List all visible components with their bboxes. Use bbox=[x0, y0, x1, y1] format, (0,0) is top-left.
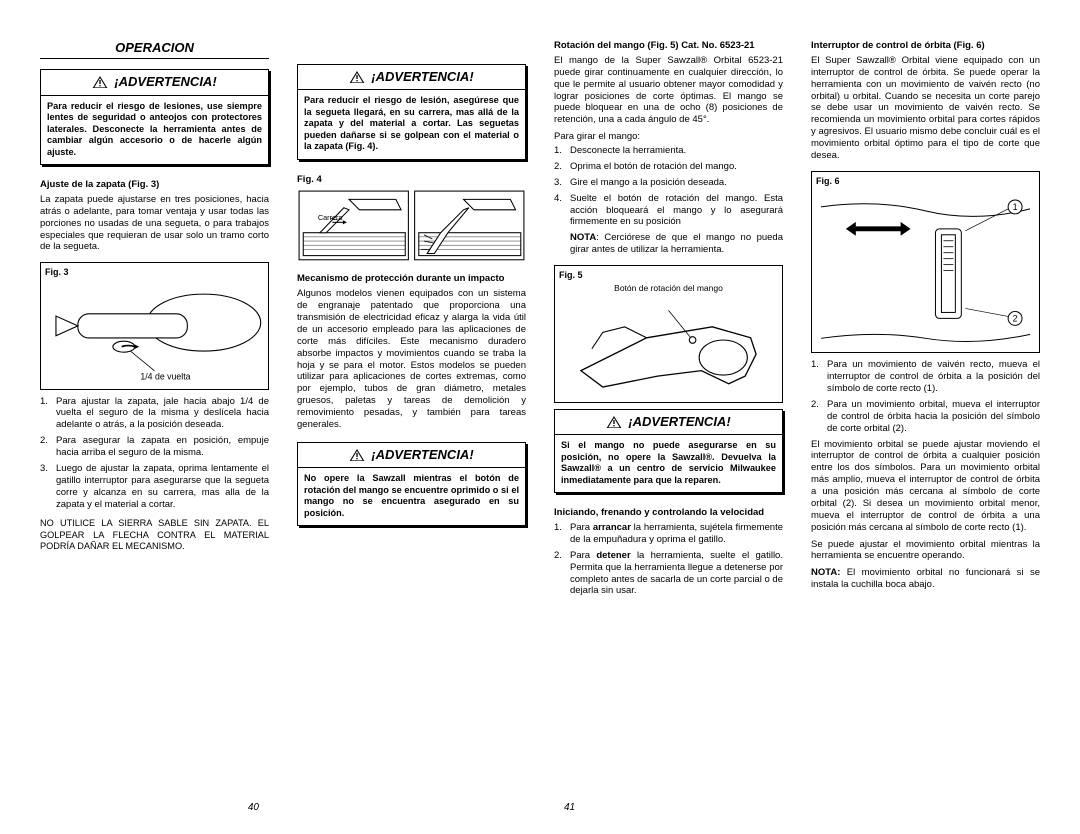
warning-icon bbox=[92, 75, 108, 89]
svg-text:2: 2 bbox=[1013, 313, 1018, 323]
warning-body: Para reducir el riesgo de lesión, asegúr… bbox=[298, 90, 525, 159]
warning-box-3: ¡ADVERTENCIA! No opere la Sawzall mientr… bbox=[297, 442, 526, 526]
page-number-right: 41 bbox=[554, 794, 783, 815]
warning-label: ¡ADVERTENCIA! bbox=[628, 414, 730, 430]
list-item: Suelte el botón de rotación del mango. E… bbox=[554, 193, 783, 229]
warning-head: ¡ADVERTENCIA! bbox=[41, 70, 268, 95]
text-orbita-2: El movimiento orbital se puede ajustar m… bbox=[811, 439, 1040, 534]
page-number-left: 40 bbox=[40, 794, 269, 815]
list-velocidad: Para arrancar la herramienta, sujétela f… bbox=[554, 522, 783, 601]
figure-3-art: 1/4 de vuelta bbox=[45, 281, 264, 385]
warning-body: Si el mango no puede asegurarse en su po… bbox=[555, 435, 782, 492]
warning-icon bbox=[349, 70, 365, 84]
heading-mecanismo: Mecanismo de protección durante un impac… bbox=[297, 273, 526, 285]
figure-5: Fig. 5 Botón de rotación del mango bbox=[554, 265, 783, 403]
text-interruptor: El Super Sawzall® Orbital viene equipado… bbox=[811, 55, 1040, 162]
list-orbita: Para un movimiento de vaivén recto, muev… bbox=[811, 359, 1040, 438]
figure-3-label: Fig. 3 bbox=[45, 267, 264, 278]
warning-head: ¡ADVERTENCIA! bbox=[298, 443, 525, 468]
figure-3: Fig. 3 1/4 de vuelta bbox=[40, 262, 269, 389]
column-4: Interruptor de control de órbita (Fig. 6… bbox=[811, 40, 1040, 814]
warning-box-4: ¡ADVERTENCIA! Si el mango no puede asegu… bbox=[554, 409, 783, 493]
nota-orbita: NOTA: El movimiento orbital no funcionar… bbox=[811, 567, 1040, 591]
list-item: Gire el mango a la posición deseada. bbox=[554, 177, 783, 189]
figure-5-caption: Botón de rotación del mango bbox=[559, 283, 778, 294]
figure-6: Fig. 6 1 2 bbox=[811, 171, 1040, 354]
figure-6-art: 1 2 bbox=[816, 189, 1035, 348]
list-item: Para un movimiento orbital, mueva el int… bbox=[811, 399, 1040, 435]
svg-text:Carrera: Carrera bbox=[318, 213, 344, 222]
svg-text:1/4 de vuelta: 1/4 de vuelta bbox=[140, 371, 190, 381]
list-item: Para un movimiento de vaivén recto, muev… bbox=[811, 359, 1040, 395]
warning-icon bbox=[606, 415, 622, 429]
warning-body: No opere la Sawzall mientras el botón de… bbox=[298, 468, 525, 525]
heading-velocidad: Iniciando, frenando y controlando la vel… bbox=[554, 507, 783, 519]
svg-text:1: 1 bbox=[1013, 202, 1018, 212]
figure-5-art bbox=[559, 294, 778, 398]
list-item: Oprima el botón de rotación del mango. bbox=[554, 161, 783, 173]
warning-head: ¡ADVERTENCIA! bbox=[298, 65, 525, 90]
section-title: OPERACION bbox=[40, 40, 269, 59]
text-girar: Para girar el mango: bbox=[554, 131, 783, 143]
column-1: OPERACION ¡ADVERTENCIA! Para reducir el … bbox=[40, 40, 269, 814]
list-item: Para detener la herramienta, suelte el g… bbox=[554, 550, 783, 598]
figure-4-label: Fig. 4 bbox=[297, 174, 526, 186]
figure-4-art: Carrera bbox=[297, 189, 526, 262]
text-rotacion: El mango de la Super Sawzall® Orbital 65… bbox=[554, 55, 783, 126]
text-mecanismo: Algunos modelos vienen equipados con un … bbox=[297, 288, 526, 431]
text-zapata: La zapata puede ajustarse en tres posici… bbox=[40, 194, 269, 253]
caps-note: NO UTILICE LA SIERRA SABLE SIN ZAPATA. E… bbox=[40, 518, 269, 553]
figure-5-label: Fig. 5 bbox=[559, 270, 778, 281]
list-item: Desconecte la herramienta. bbox=[554, 145, 783, 157]
warning-box-2: ¡ADVERTENCIA! Para reducir el riesgo de … bbox=[297, 64, 526, 160]
list-item: Para ajustar la zapata, jale hacia abajo… bbox=[40, 396, 269, 432]
column-2: ¡ADVERTENCIA! Para reducir el riesgo de … bbox=[297, 40, 526, 814]
list-zapata: Para ajustar la zapata, jale hacia abajo… bbox=[40, 396, 269, 515]
warning-body: Para reducir el riesgo de lesiones, use … bbox=[41, 96, 268, 165]
warning-box-1: ¡ADVERTENCIA! Para reducir el riesgo de … bbox=[40, 69, 269, 165]
warning-label: ¡ADVERTENCIA! bbox=[371, 69, 473, 85]
list-item: Para asegurar la zapata en posición, emp… bbox=[40, 435, 269, 459]
heading-zapata: Ajuste de la zapata (Fig. 3) bbox=[40, 179, 269, 191]
warning-label: ¡ADVERTENCIA! bbox=[114, 74, 216, 90]
list-girar: Desconecte la herramienta. Oprima el bot… bbox=[554, 145, 783, 232]
nota-mango: NOTA: Cerciórese de que el mango no pued… bbox=[554, 232, 783, 256]
list-item: Luego de ajustar la zapata, oprima lenta… bbox=[40, 463, 269, 511]
warning-icon bbox=[349, 448, 365, 462]
heading-interruptor: Interruptor de control de órbita (Fig. 6… bbox=[811, 40, 1040, 52]
text-orbita-3: Se puede ajustar el movimiento orbital m… bbox=[811, 539, 1040, 563]
heading-rotacion: Rotación del mango (Fig. 5) Cat. No. 652… bbox=[554, 40, 783, 52]
warning-head: ¡ADVERTENCIA! bbox=[555, 410, 782, 435]
column-3: Rotación del mango (Fig. 5) Cat. No. 652… bbox=[554, 40, 783, 814]
figure-6-label: Fig. 6 bbox=[816, 176, 1035, 187]
list-item: Para arrancar la herramienta, sujétela f… bbox=[554, 522, 783, 546]
warning-label: ¡ADVERTENCIA! bbox=[371, 447, 473, 463]
